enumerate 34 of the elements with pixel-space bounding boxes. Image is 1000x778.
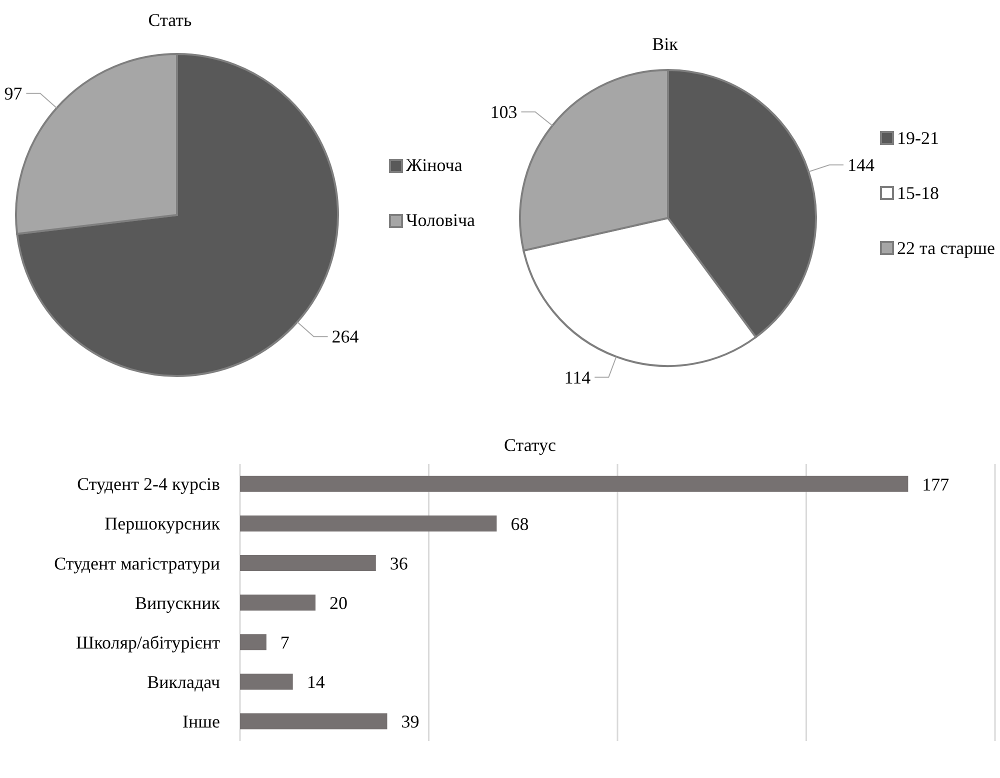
chart-title: Стать <box>147 10 193 31</box>
bar <box>240 713 388 730</box>
data-label: 68 <box>510 514 529 534</box>
bar <box>240 594 316 611</box>
y-tick-label: Випускник <box>134 592 220 613</box>
bar <box>240 555 376 572</box>
data-label: 103 <box>490 102 518 122</box>
y-tick-label: Першокурсник <box>104 514 220 534</box>
bar <box>240 634 266 650</box>
y-tick-label: Викладач <box>147 672 220 692</box>
chart-title: Статус <box>503 435 557 456</box>
y-tick-label: Студент магістратури <box>54 553 220 574</box>
data-label: 114 <box>564 367 591 388</box>
chart-title: Вік <box>651 34 679 55</box>
data-label: 14 <box>306 672 325 692</box>
data-label: 36 <box>390 553 408 574</box>
bar <box>240 674 293 690</box>
bar <box>240 476 908 492</box>
y-tick-label: Студент 2-4 курсів <box>77 474 220 494</box>
legend-label: Чоловіча <box>406 210 475 231</box>
data-label: 7 <box>280 632 290 653</box>
y-tick-label: Інше <box>182 712 220 732</box>
legend-label: 22 та старше <box>897 238 995 258</box>
data-label: 264 <box>332 326 359 347</box>
legend-label: 19-21 <box>897 128 939 148</box>
data-label: 97 <box>4 83 22 104</box>
data-label: 39 <box>401 712 420 732</box>
data-label: 177 <box>922 474 950 494</box>
y-tick-label: Школяр/абітурієнт <box>76 632 220 652</box>
legend-label: Жіноча <box>406 155 462 176</box>
bar <box>240 515 497 532</box>
data-label: 144 <box>847 154 874 175</box>
legend-label: 15-18 <box>897 182 939 204</box>
data-label: 20 <box>330 592 348 613</box>
